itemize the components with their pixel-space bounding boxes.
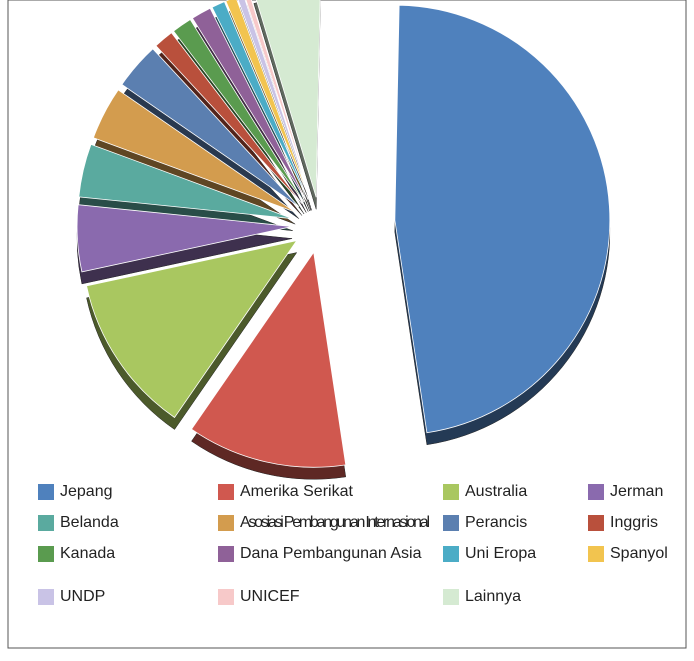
- legend-swatch: [218, 484, 234, 500]
- legend-label: Amerika Serikat: [240, 483, 353, 500]
- slice: [394, 4, 611, 434]
- legend-label: Kanada: [60, 545, 115, 562]
- legend-swatch: [38, 589, 54, 605]
- legend-label: Dana Pembangunan Asia: [240, 545, 422, 562]
- slice: [86, 239, 298, 419]
- legend-label: UNICEF: [240, 588, 300, 605]
- legend-label: Uni Eropa: [465, 545, 536, 562]
- legend-swatch: [443, 589, 459, 605]
- slice: [78, 143, 293, 220]
- slice: [245, 0, 312, 199]
- legend: Jepang Amerika Serikat Australia Jerman Bela…: [38, 483, 668, 605]
- slice: [225, 0, 311, 200]
- legend-swatch: [38, 484, 54, 500]
- slice: [121, 48, 300, 207]
- legend-label: Jerman: [610, 483, 663, 500]
- slice: [76, 204, 293, 273]
- legend-label: Asosiasi Pembangunan Internasional: [240, 514, 430, 531]
- legend-label: Inggris: [610, 514, 658, 531]
- legend-label: Spanyol: [610, 545, 668, 562]
- slice: [255, 0, 321, 198]
- legend-label: UNDP: [60, 588, 105, 605]
- legend-swatch: [218, 546, 234, 562]
- legend-label: Australia: [465, 483, 527, 500]
- legend-swatch: [38, 546, 54, 562]
- legend-label: Jepang: [60, 483, 113, 500]
- legend-swatch: [588, 515, 604, 531]
- frame: [7, 0, 687, 649]
- legend-swatch: [443, 484, 459, 500]
- legend-label: Belanda: [60, 514, 119, 531]
- pie: [76, 0, 611, 480]
- legend-swatch: [218, 589, 234, 605]
- slice: [190, 251, 347, 468]
- slice: [211, 1, 309, 200]
- legend-label: Perancis: [465, 514, 527, 531]
- legend-swatch: [588, 484, 604, 500]
- legend-swatch: [588, 546, 604, 562]
- legend-label: Lainnya: [465, 588, 521, 605]
- legend-swatch: [443, 546, 459, 562]
- legend-swatch: [38, 515, 54, 531]
- slice: [191, 7, 307, 201]
- legend-swatch: [443, 515, 459, 531]
- slice: [173, 19, 305, 203]
- slice: [155, 32, 303, 204]
- slice: [92, 89, 296, 213]
- legend-swatch: [218, 515, 234, 531]
